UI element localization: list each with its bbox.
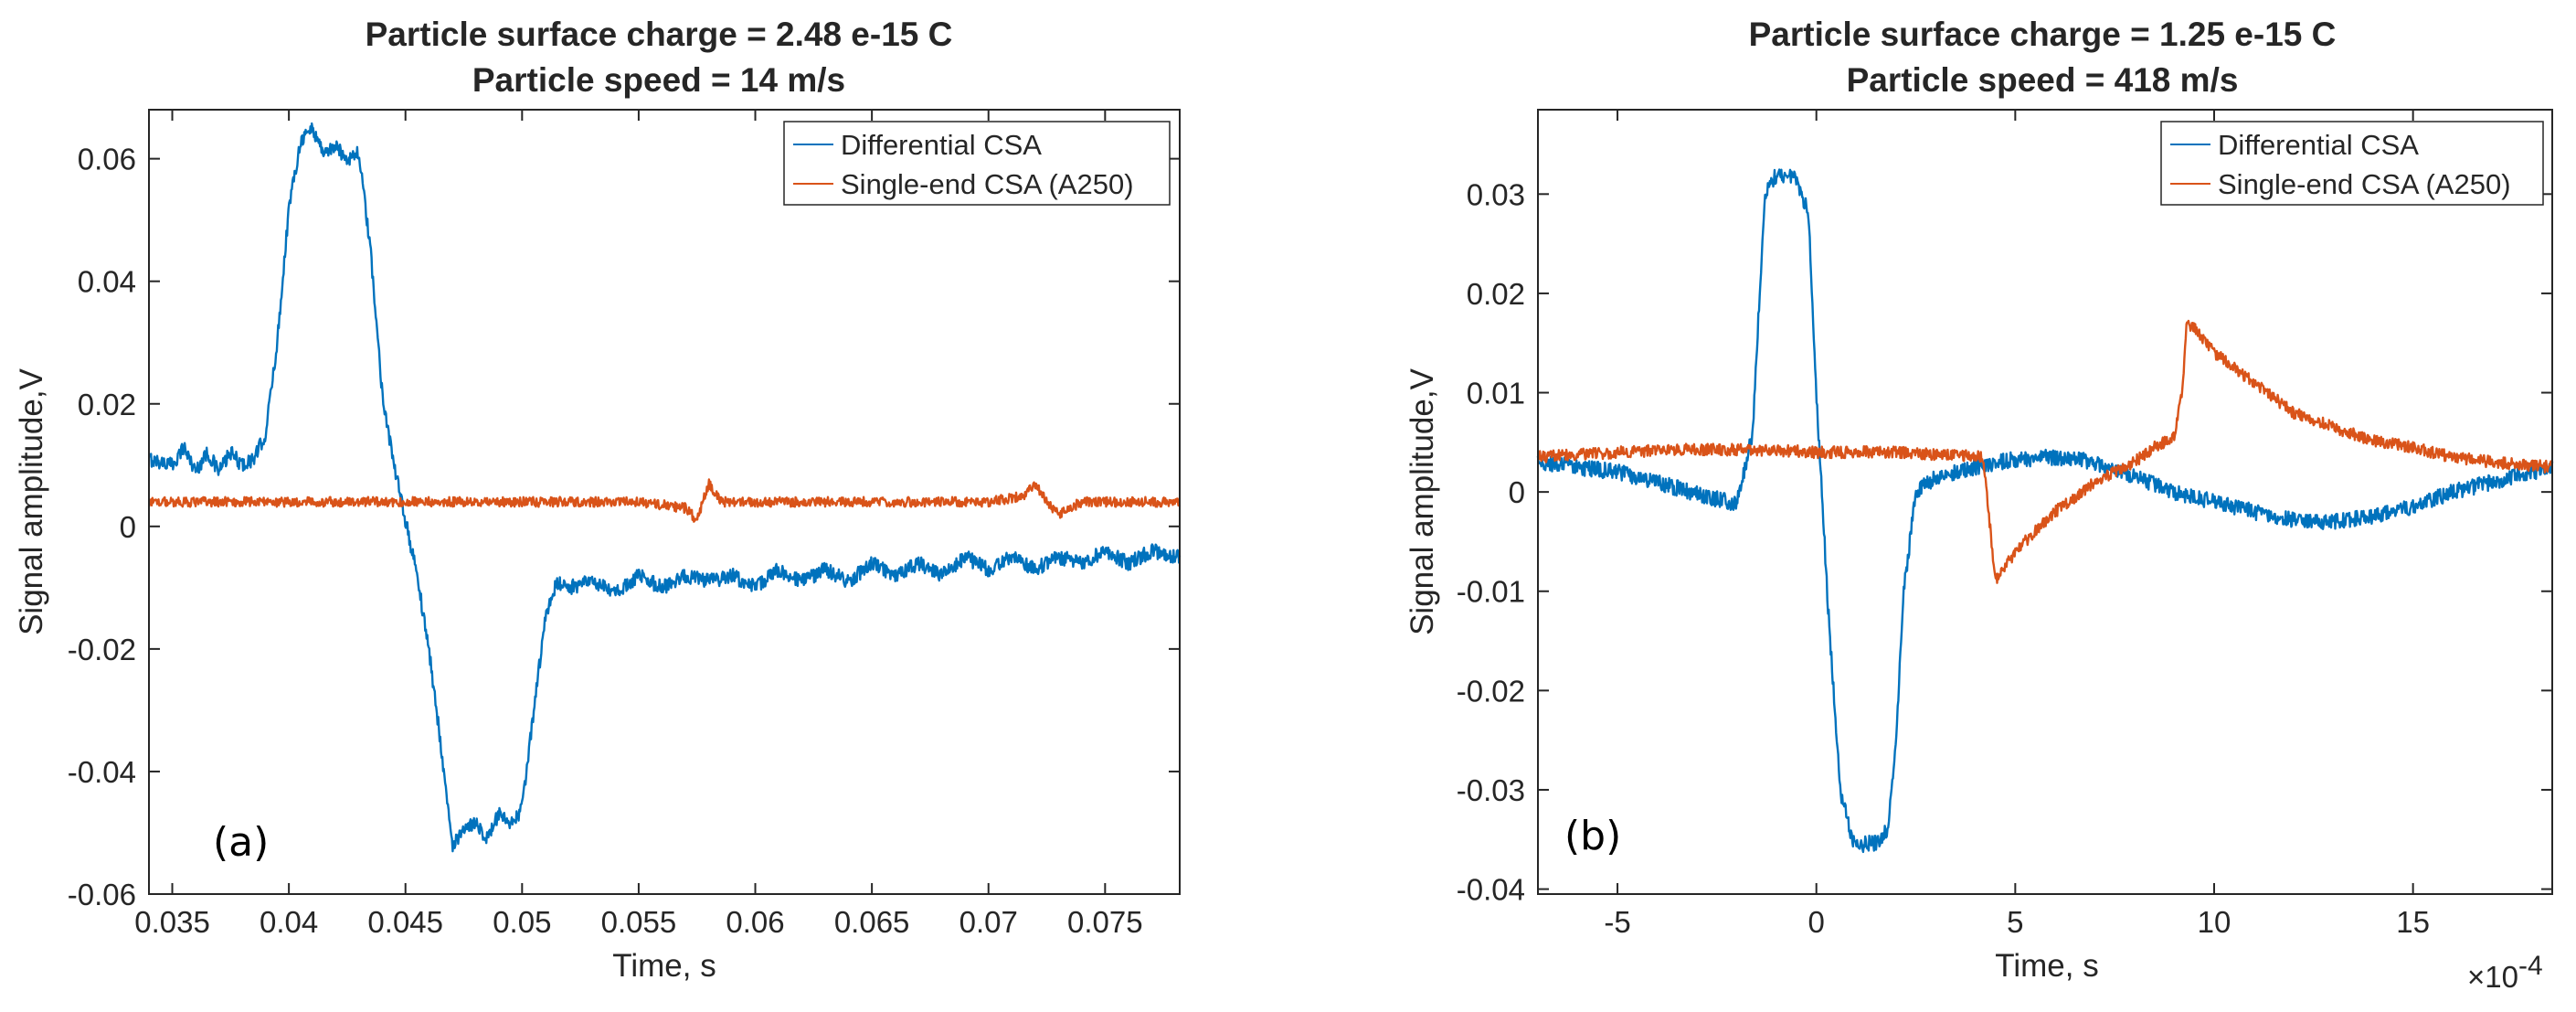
y-tick-label: -0.02 xyxy=(1457,674,1525,708)
axes-box xyxy=(148,109,1181,895)
y-tick-label: -0.01 xyxy=(1457,575,1525,609)
axes-box xyxy=(1537,109,2553,895)
x-tick-label: 0 xyxy=(1808,905,1825,939)
y-tick-label: 0.02 xyxy=(1467,277,1525,311)
panel-label: (b) xyxy=(1564,813,1621,859)
x-tick-label: 15 xyxy=(2396,905,2430,939)
chart-title-line-2: Particle speed = 418 m/s xyxy=(1847,61,2239,99)
y-tick-label: 0.01 xyxy=(1467,377,1525,410)
series-line-single-end-csa-a250 xyxy=(147,478,1182,523)
legend-entry-single-end-csa: Single-end CSA (A250) xyxy=(841,168,1134,200)
x-tick-label: 0.06 xyxy=(726,905,784,939)
series-lines xyxy=(1536,168,2554,854)
x-tick-label: 0.075 xyxy=(1067,905,1143,939)
panel-a: Particle surface charge = 2.48 e-15 C Pa… xyxy=(14,16,1182,984)
x-exponent-base: ×10 xyxy=(2467,960,2518,994)
tick-labels: -5 0 5 10 15 -0.04 -0.03 -0.02 -0.01 0 0.01 0.02 0.0… xyxy=(1457,177,2430,939)
x-exponent-power: -4 xyxy=(2518,951,2543,981)
x-tick-label: 0.065 xyxy=(834,905,910,939)
x-axis-label: Time, s xyxy=(1995,948,2098,984)
y-axis-label: Signal amplitude,V xyxy=(14,368,49,634)
y-tick-label: -0.03 xyxy=(1457,773,1525,807)
series-line-differential-csa xyxy=(1536,168,2554,854)
x-axis-label: Time, s xyxy=(612,948,716,984)
legend: Differential CSA Single-end CSA (A250) xyxy=(783,121,1171,206)
x-tick-label: 0.035 xyxy=(134,905,210,939)
x-exponent-multiplier: ×10-4 xyxy=(2467,951,2543,994)
x-tick-label: -5 xyxy=(1604,905,1630,939)
y-tick-label: -0.04 xyxy=(1457,873,1525,907)
series-lines xyxy=(147,122,1182,853)
x-tick-label: 5 xyxy=(2007,905,2023,939)
y-tick-label: -0.02 xyxy=(68,633,136,666)
x-tick-label: 0.05 xyxy=(493,905,551,939)
y-tick-label: 0.02 xyxy=(78,388,136,421)
y-tick-label: 0 xyxy=(120,510,136,544)
y-tick-label: 0.03 xyxy=(1467,177,1525,211)
y-tick-label: -0.06 xyxy=(68,878,136,911)
tick-marks xyxy=(1538,110,2552,894)
chart-title-line-2: Particle speed = 14 m/s xyxy=(472,61,845,99)
legend-entry-differential-csa: Differential CSA xyxy=(841,129,1042,161)
plot-area xyxy=(1538,110,2552,894)
panel-b: Particle surface charge = 1.25 e-15 C Pa… xyxy=(1405,16,2554,994)
legend-entry-differential-csa: Differential CSA xyxy=(2218,129,2419,161)
y-tick-label: -0.04 xyxy=(68,755,136,789)
x-tick-label: 0.04 xyxy=(260,905,318,939)
legend: Differential CSA Single-end CSA (A250) xyxy=(2160,121,2544,206)
y-tick-label: 0 xyxy=(1509,475,1525,509)
x-tick-label: 0.045 xyxy=(367,905,443,939)
chart-title-line-1: Particle surface charge = 1.25 e-15 C xyxy=(1749,16,2337,53)
legend-box xyxy=(783,121,1171,206)
y-tick-label: 0.06 xyxy=(78,143,136,176)
tick-labels: 0.035 0.04 0.045 0.05 0.055 0.06 0.065 0.07 0.07… xyxy=(68,143,1143,939)
chart-title-line-1: Particle surface charge = 2.48 e-15 C xyxy=(366,16,953,53)
legend-entry-single-end-csa: Single-end CSA (A250) xyxy=(2218,168,2511,200)
x-tick-label: 0.07 xyxy=(959,905,1018,939)
legend-box xyxy=(2160,121,2544,206)
series-line-differential-csa xyxy=(148,122,1182,853)
y-tick-label: 0.04 xyxy=(78,265,136,299)
series-line-single-end-csa-a250 xyxy=(1537,319,2554,584)
x-tick-label: 0.055 xyxy=(601,905,677,939)
y-axis-label: Signal amplitude,V xyxy=(1405,368,1440,634)
x-tick-label: 10 xyxy=(2198,905,2231,939)
panel-label: (a) xyxy=(213,819,269,866)
